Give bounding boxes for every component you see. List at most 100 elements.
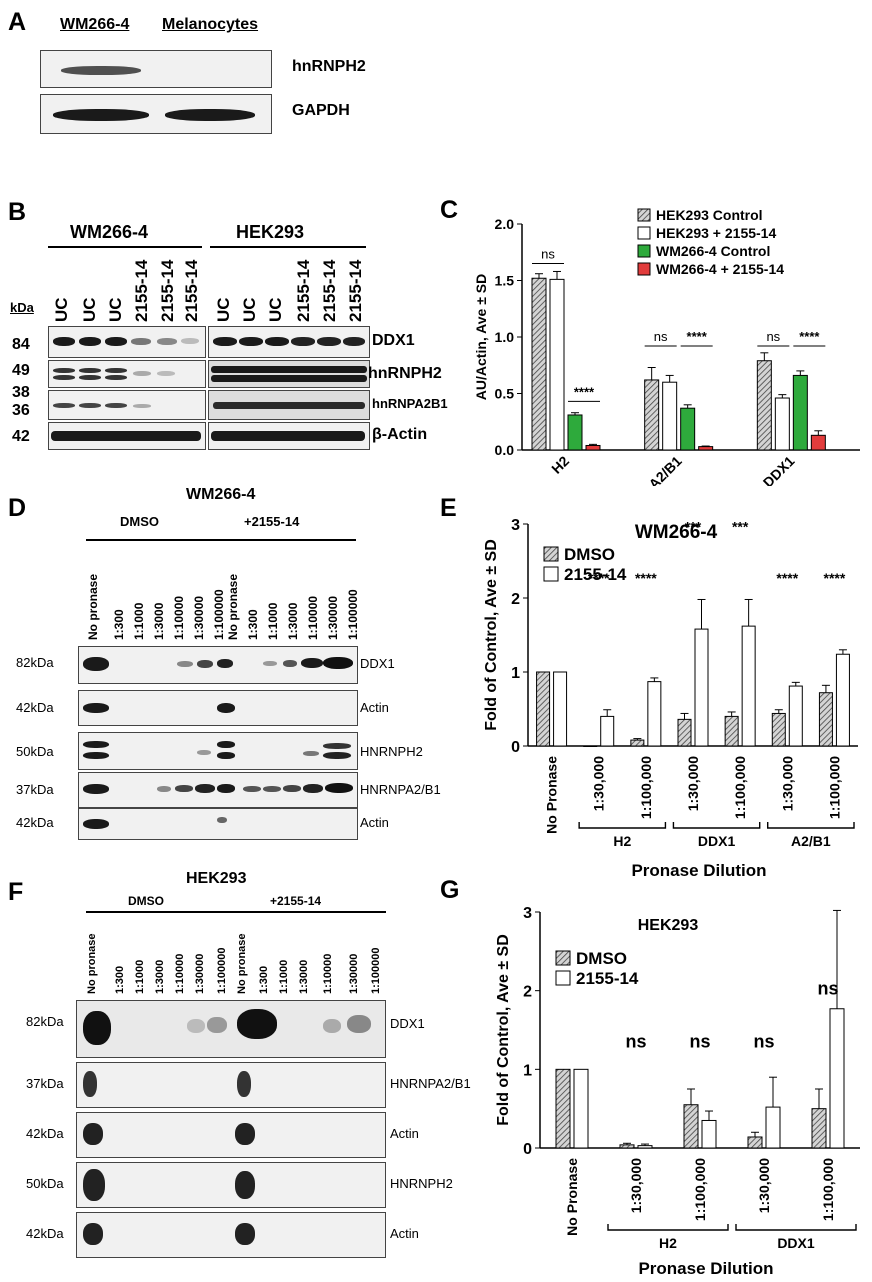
panel-d-kda-3: 50kDa (16, 744, 54, 759)
panel-a-row-label-1: hnRNPH2 (292, 58, 366, 75)
lane-label: 1:1000 (266, 602, 280, 640)
panel-f-kda-5: 42kDa (26, 1226, 64, 1241)
lane-label: 1:3000 (152, 602, 166, 640)
panel-d-blot-actin-2 (78, 808, 358, 840)
panel-b-blot-hnrnpa2b1-right (208, 390, 370, 420)
bar (701, 1119, 717, 1149)
panel-b-row-label-ddx1: DDX1 (372, 332, 415, 349)
bar (771, 712, 786, 747)
panel-b-group-1: WM266-4 (70, 222, 149, 242)
lane-label: 1:300 (246, 609, 260, 640)
chart-g: 0 1 2 3 Fold of Control, Ave ± SD HEK293 No Pr… (495, 905, 860, 1278)
panel-b-blot-actin-right (208, 422, 370, 450)
legend-label: HEK293 Control (656, 207, 763, 223)
panel-b-blot-hnrnpa2b1-left (48, 390, 206, 420)
y-tick-label: 0 (511, 739, 520, 756)
panel-d-row-label-5: Actin (360, 815, 389, 830)
x-tick-label: 1:30,000 (756, 1158, 772, 1213)
panel-d-row-label-1: DDX1 (360, 656, 395, 671)
panel-f-blot-actin-2 (76, 1212, 386, 1258)
panel-a-row-label-2: GAPDH (292, 102, 350, 119)
x-tick-label: 1:100,000 (820, 1158, 836, 1221)
panel-b-label: B (8, 198, 27, 226)
panel-d-title: WM266-4 (186, 486, 256, 503)
panel-b-blot-ddx1-left (48, 326, 206, 358)
panel-b-row-label-hnrnpa2b1: hnRNPA2B1 (372, 396, 448, 411)
panel-f-kda-3: 42kDa (26, 1126, 64, 1141)
panel-d-kda-2: 42kDa (16, 700, 54, 715)
panel-b-row-label-actin: β-Actin (372, 426, 428, 443)
panel-a-blot-row-1 (40, 50, 272, 88)
sig-label: *** (732, 518, 749, 534)
panel-b-group-2-line (210, 246, 366, 248)
panel-b-blot-actin-left (48, 422, 206, 450)
lane-label: 1:30000 (326, 595, 340, 640)
y-tick-label: 1.0 (495, 329, 515, 345)
panel-d-group-2: +2155-14 (244, 514, 300, 529)
panel-d-blot-hnrnph2 (78, 732, 358, 770)
x-tick-label: No Pronase (544, 756, 560, 834)
bar (683, 1104, 699, 1149)
bar (549, 278, 565, 451)
lane-label: 1:100000 (370, 947, 382, 995)
bar (698, 446, 714, 451)
legend-label: HEK293 + 2155-14 (656, 225, 776, 241)
x-axis-label: Pronase Dilution (638, 1259, 773, 1278)
y-tick-label: 3 (511, 517, 520, 534)
panel-d-row-label-4: HNRNPA2/B1 (360, 782, 441, 797)
panel-b-kda-36: 36 (12, 402, 30, 419)
bar (756, 360, 772, 451)
panel-d-blot-hnrnpa2b1 (78, 772, 358, 808)
legend-swatch (543, 546, 559, 562)
bar (677, 718, 692, 747)
y-tick-label: 2 (523, 984, 532, 1001)
y-tick-label: 1.5 (495, 273, 515, 289)
x-tick-label: 1:100,000 (826, 756, 842, 819)
panel-f-row-label-5: Actin (390, 1226, 419, 1241)
lane-label: 1:3000 (154, 959, 166, 994)
sig-label: **** (635, 570, 657, 586)
bar (637, 1145, 653, 1149)
lane-label: 1:10000 (172, 595, 186, 640)
lane-label: 1:100000 (346, 589, 360, 640)
sig-label: ns (766, 329, 780, 344)
lane-label: 1:100000 (216, 947, 228, 995)
legend-swatch (543, 566, 559, 582)
bar (818, 692, 833, 747)
panel-d-blot-ddx1 (78, 646, 358, 684)
lane-label: 1:30000 (348, 953, 360, 994)
legend-swatch (637, 208, 651, 222)
lane-label: 1:1000 (278, 959, 290, 994)
bar (829, 1008, 845, 1149)
panel-b-kda-header: kDa (10, 300, 34, 315)
panel-b-row-label-hnrnph2: hnRNPH2 (368, 365, 442, 382)
x-tick-label: 1:30,000 (628, 1158, 644, 1213)
lane-label: 1:300 (114, 965, 126, 994)
panel-b-blot-hnrnph2-right (208, 360, 370, 388)
x-tick-label: 1:30,000 (685, 756, 701, 811)
bar (835, 653, 850, 747)
panel-d-kda-4: 37kDa (16, 782, 54, 797)
lane-label: 1:3000 (286, 602, 300, 640)
sig-label: **** (687, 329, 708, 344)
y-tick-label: 0.0 (495, 442, 515, 458)
x-tick-label: 1:30,000 (591, 756, 607, 811)
panel-f-kda-2: 37kDa (26, 1076, 64, 1091)
bar (585, 444, 601, 451)
bar (811, 1108, 827, 1149)
panel-f-blot-ddx1 (76, 1000, 386, 1058)
y-tick-label: 0.5 (495, 386, 515, 402)
sig-label: **** (574, 384, 595, 399)
bar (662, 381, 678, 451)
panel-b-group-2: HEK293 (236, 222, 305, 242)
sig-label: ns (654, 329, 668, 344)
panel-b-kda-84: 84 (12, 336, 30, 353)
group-bracket (672, 822, 761, 829)
bar (765, 1106, 781, 1149)
lane-label: 2155-14 (182, 259, 201, 322)
panel-e-label: E (440, 494, 457, 522)
panel-d-group-1-line (86, 539, 226, 541)
panel-d-row-label-3: HNRNPH2 (360, 744, 423, 759)
group-label: H2 (659, 1235, 677, 1251)
y-axis-label: Fold of Control, Ave ± SD (495, 934, 512, 1126)
